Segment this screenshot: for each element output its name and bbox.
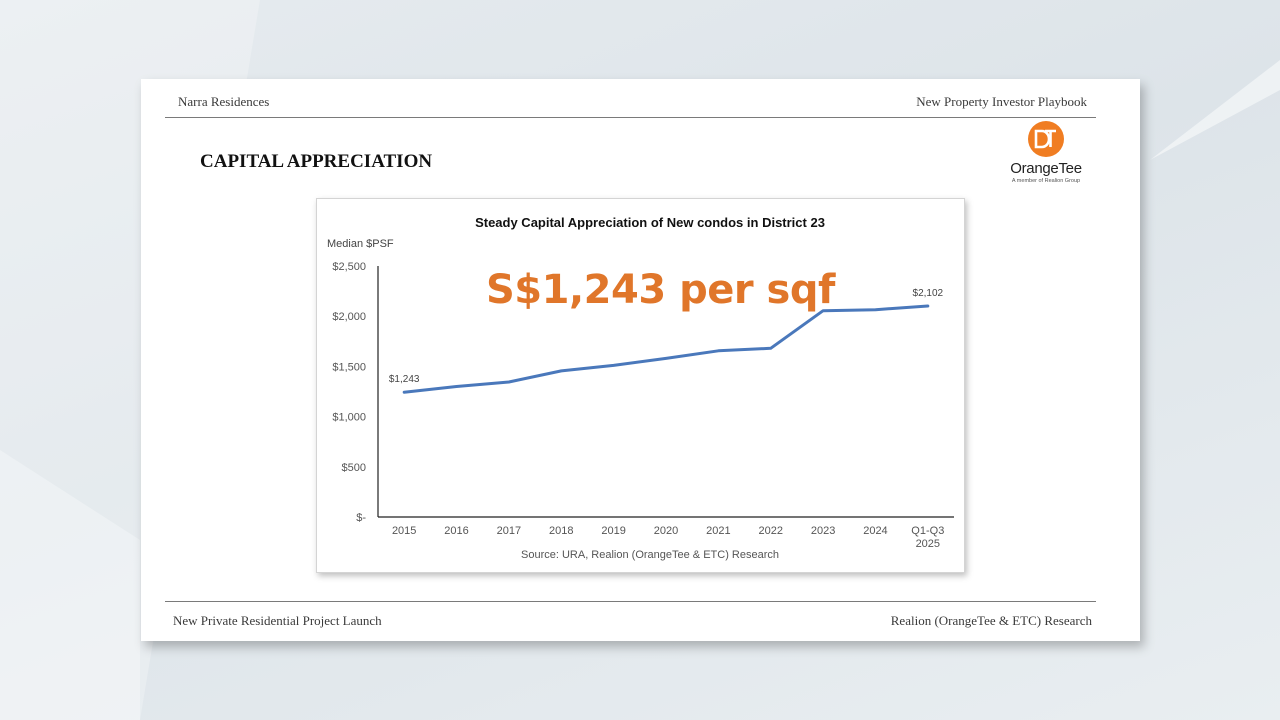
x-tick-label: 2020 <box>654 525 678 537</box>
x-tick-label: 2023 <box>811 525 835 537</box>
logo-name: OrangeTee <box>1010 160 1082 177</box>
x-tick-label: 2021 <box>706 525 730 537</box>
y-tick-label: $2,000 <box>332 311 366 323</box>
chart-source-note: Source: URA, Realion (OrangeTee & ETC) R… <box>521 549 779 561</box>
data-label: $1,243 <box>389 374 420 385</box>
y-tick-label: $1,000 <box>332 412 366 424</box>
slide-page: Narra Residences New Property Investor P… <box>141 79 1140 641</box>
x-tick-label: 2015 <box>392 525 416 537</box>
orangetee-logo: OrangeTee A member of Realion Group <box>1001 121 1091 193</box>
y-tick-label: $500 <box>342 462 366 474</box>
line-chart: Steady Capital Appreciation of New condo… <box>327 215 954 561</box>
header-divider <box>165 117 1096 118</box>
logo-tagline: A member of Realion Group <box>1011 178 1081 184</box>
x-tick-label: 2022 <box>758 525 782 537</box>
chart-card: Steady Capital Appreciation of New condo… <box>316 198 965 573</box>
x-tick-label: 2024 <box>863 525 887 537</box>
y-tick-label: $2,500 <box>332 261 366 273</box>
chart-title: Steady Capital Appreciation of New condo… <box>475 215 825 230</box>
y-tick-label: $1,500 <box>332 361 366 373</box>
series-line-median-psf <box>402 304 930 394</box>
x-tick-label: 2025 <box>916 538 940 550</box>
y-tick-label: $- <box>356 512 366 524</box>
y-axis-label: Median $PSF <box>327 238 394 250</box>
page-title: CAPITAL APPRECIATION <box>200 151 433 172</box>
data-label: $2,102 <box>913 288 944 299</box>
x-tick-label: 2019 <box>601 525 625 537</box>
header-right-text: New Property Investor Playbook <box>916 94 1087 109</box>
x-tick-label: 2017 <box>497 525 521 537</box>
header-left-text: Narra Residences <box>178 94 270 109</box>
x-tick-label: 2016 <box>444 525 468 537</box>
footer-divider <box>165 601 1096 602</box>
price-highlight-text: S$1,243 per sqf <box>486 267 835 313</box>
x-tick-label: 2018 <box>549 525 573 537</box>
footer-right-text: Realion (OrangeTee & ETC) Research <box>890 613 1092 628</box>
footer-left-text: New Private Residential Project Launch <box>173 613 382 628</box>
x-tick-label: Q1-Q3 <box>911 525 944 537</box>
logo-mark-icon <box>1028 121 1064 157</box>
